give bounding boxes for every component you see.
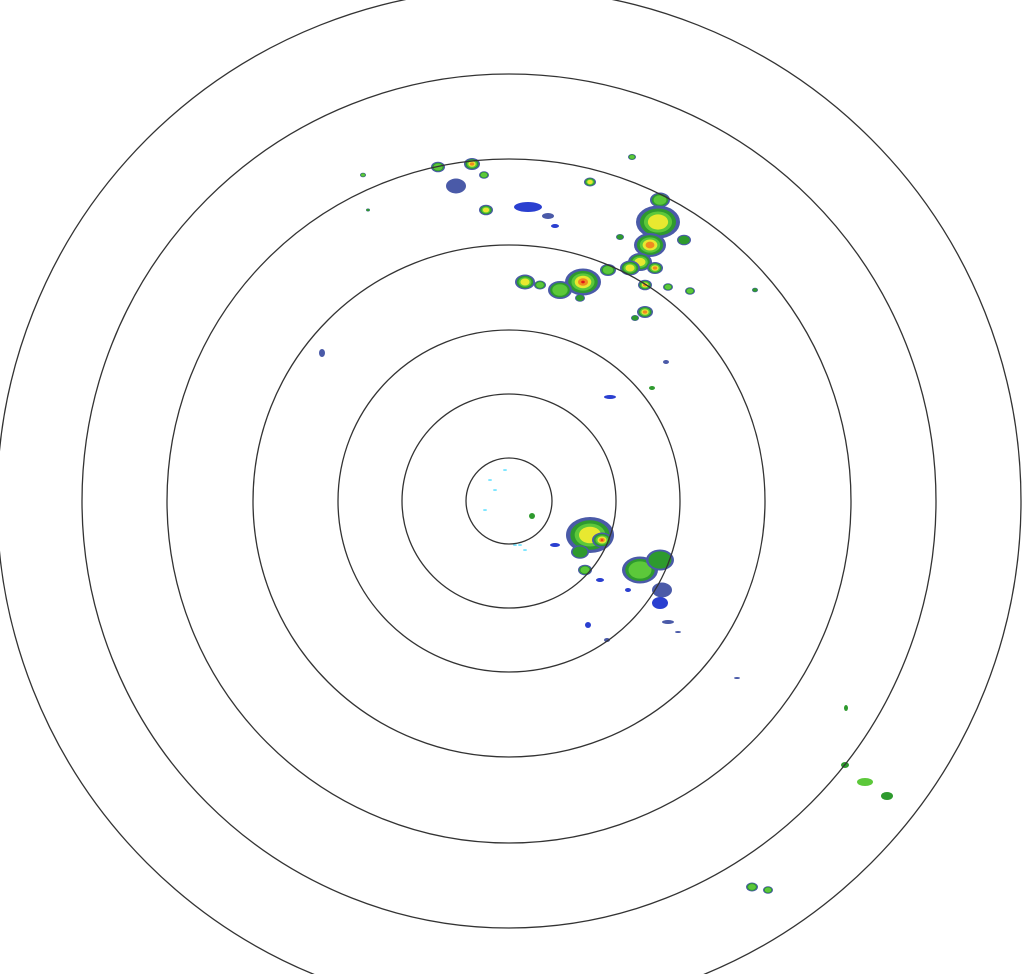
echo-cell bbox=[488, 479, 492, 481]
echo-cell bbox=[552, 284, 568, 296]
range-ring bbox=[81, 73, 937, 929]
range-ring bbox=[166, 158, 852, 844]
echo-cell bbox=[551, 224, 559, 228]
echo-cell bbox=[616, 234, 624, 240]
echo-cell bbox=[752, 288, 758, 292]
echo-cell bbox=[483, 509, 487, 511]
echo-cell bbox=[493, 489, 497, 491]
range-ring bbox=[337, 329, 681, 673]
echo-cell bbox=[602, 266, 614, 274]
echo-cell bbox=[881, 792, 893, 800]
echo-cell bbox=[652, 266, 658, 270]
echo-cell bbox=[513, 544, 517, 546]
echo-cell bbox=[649, 386, 655, 390]
range-ring bbox=[401, 393, 617, 609]
echo-cell bbox=[734, 677, 740, 679]
echo-cell bbox=[844, 705, 848, 711]
echo-cell bbox=[663, 360, 669, 364]
echo-cell bbox=[366, 208, 370, 212]
echo-cell bbox=[319, 349, 325, 357]
echo-cell bbox=[675, 631, 681, 633]
echo-cell bbox=[686, 288, 694, 294]
echo-cell bbox=[764, 887, 772, 893]
echo-cell bbox=[625, 588, 631, 592]
echo-cell bbox=[536, 282, 544, 288]
echo-cell bbox=[596, 578, 604, 582]
echo-cell bbox=[662, 620, 674, 624]
echo-cell bbox=[581, 280, 585, 284]
echo-cell bbox=[601, 539, 603, 541]
echo-cell bbox=[653, 195, 667, 205]
echo-cell bbox=[678, 235, 690, 245]
echo-cell bbox=[604, 395, 616, 399]
echo-cell bbox=[529, 513, 535, 519]
echo-cell bbox=[629, 155, 635, 159]
echo-cell bbox=[587, 179, 593, 185]
echo-cell bbox=[857, 778, 873, 786]
echo-cell bbox=[585, 622, 591, 628]
range-ring bbox=[252, 244, 766, 758]
echo-cell bbox=[523, 549, 527, 551]
echo-cell bbox=[518, 544, 522, 546]
echo-cell bbox=[575, 294, 585, 302]
echo-cell bbox=[748, 884, 756, 890]
echo-cell bbox=[469, 162, 475, 166]
range-ring bbox=[465, 457, 553, 545]
echo-cell bbox=[572, 546, 588, 558]
echo-cell bbox=[503, 469, 507, 471]
echo-cell bbox=[361, 173, 365, 177]
echo-cell bbox=[625, 264, 635, 272]
echo-cell bbox=[542, 213, 554, 219]
echo-cell bbox=[664, 284, 672, 290]
echo-cell bbox=[580, 566, 590, 574]
echo-cell bbox=[648, 551, 672, 569]
echo-cell bbox=[520, 278, 530, 286]
echo-cell bbox=[642, 310, 648, 314]
precipitation-echoes bbox=[319, 154, 893, 894]
echo-cell bbox=[480, 172, 488, 178]
echo-cell bbox=[647, 214, 669, 230]
echo-cell bbox=[628, 561, 652, 579]
echo-cell bbox=[645, 241, 655, 249]
echo-cell bbox=[514, 202, 542, 212]
echo-cell bbox=[482, 207, 490, 213]
echo-cell bbox=[631, 315, 639, 321]
echo-cell bbox=[550, 543, 560, 547]
echo-cell bbox=[446, 178, 466, 194]
echo-cell bbox=[652, 597, 668, 609]
echo-cell bbox=[604, 638, 610, 642]
